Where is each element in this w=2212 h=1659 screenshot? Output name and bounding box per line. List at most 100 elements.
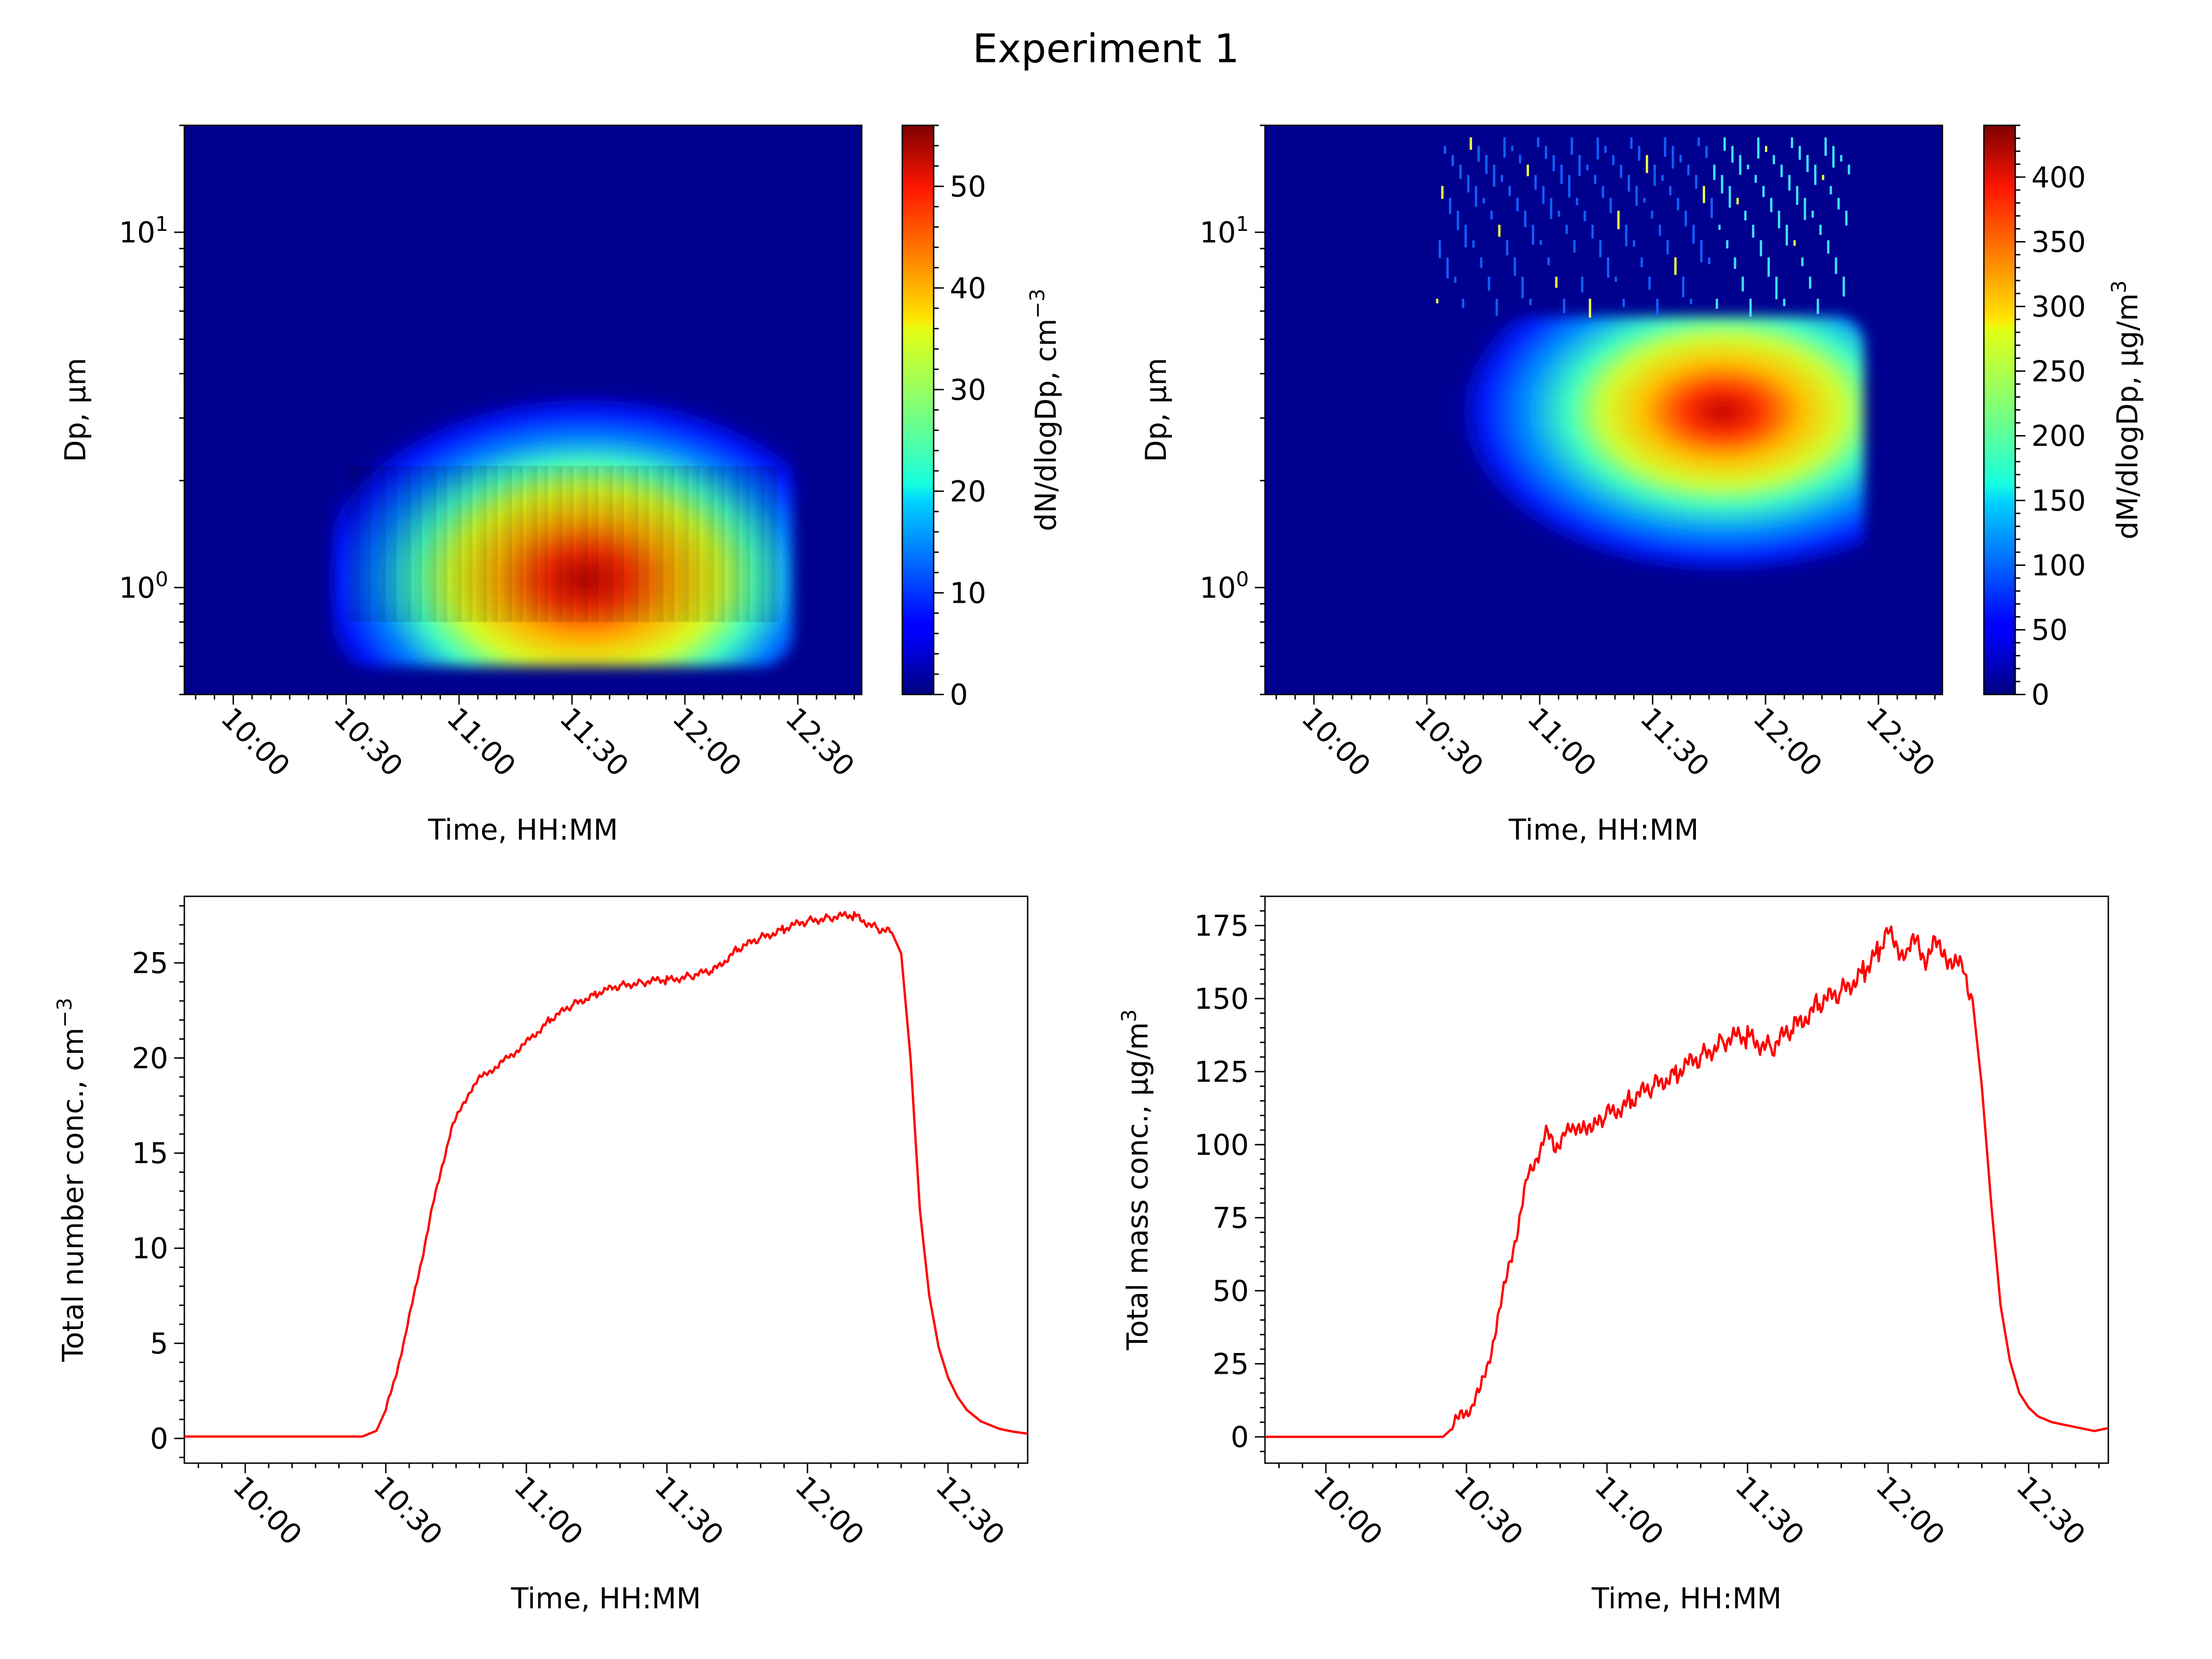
heatmap-noise: [469, 465, 473, 622]
heatmap-sparse-cell: [1568, 175, 1571, 198]
heatmap-noise: [599, 465, 602, 622]
x-axis-label: Time, HH:MM: [1591, 1582, 1782, 1615]
heatmap-noise: [714, 465, 718, 622]
heatmap-noise: [761, 465, 765, 622]
colorbar-tick-label: 250: [2031, 354, 2086, 388]
colorbar-label-exponent: 3: [2107, 280, 2131, 293]
x-tick-label: 10:00: [1295, 701, 1377, 783]
heatmap-noise: [635, 465, 639, 622]
x-tick-label: 10:00: [215, 701, 297, 783]
colorbar-tick-label: 150: [2031, 484, 2086, 518]
y-tick-label: 101: [119, 212, 168, 250]
heatmap-sparse-cell: [1708, 257, 1711, 265]
heatmap-sparse-cell: [1801, 257, 1804, 266]
heatmap-noise: [656, 465, 660, 622]
heatmap-sparse-cell: [1759, 240, 1762, 257]
heatmap-sparse-cell: [1770, 198, 1773, 212]
heatmap-sparse-cell: [1576, 198, 1578, 206]
heatmap-sparse-cell: [1641, 257, 1643, 267]
heatmap-noise: [357, 465, 361, 622]
heatmap-sparse-cell: [1537, 137, 1540, 147]
y-tick-label: 125: [1194, 1055, 1249, 1088]
colorbar-tick-label: 50: [950, 170, 986, 203]
heatmap-sparse-cell: [1671, 146, 1674, 169]
heatmap-sparse-cell: [1516, 198, 1519, 212]
heatmap-noise: [508, 465, 512, 622]
y-tick-label: 10: [132, 1232, 168, 1265]
heatmap-noise: [512, 465, 516, 622]
heatmap-sparse-cell: [1767, 257, 1770, 277]
heatmap-sparse-cell: [1793, 240, 1796, 246]
colorbar-tick-label: 0: [2031, 678, 2049, 712]
y-axis-label: Total mass conc., μg/m3: [1118, 1009, 1155, 1351]
heatmap-sparse-cell: [1630, 137, 1633, 149]
x-tick-label: 10:30: [1448, 1470, 1530, 1552]
heatmap-sparse-cell: [1545, 146, 1547, 159]
heatmap-noise: [768, 465, 772, 622]
y-tick-label-exponent: 0: [155, 567, 168, 591]
heatmap-noise: [501, 465, 505, 622]
heatmap-sparse-cell: [1539, 240, 1542, 245]
heatmap-sparse-cell: [1824, 137, 1827, 156]
heatmap-sparse-cell: [1679, 155, 1682, 163]
y-tick-label: 75: [1212, 1201, 1249, 1235]
heatmap-noise: [396, 465, 400, 622]
heatmap-sparse-cell: [1591, 224, 1594, 239]
x-tick-label: 12:00: [666, 701, 748, 783]
heatmap-cells: [1422, 137, 1865, 588]
x-tick-label: 11:00: [508, 1470, 590, 1552]
x-tick-label: 10:30: [328, 701, 410, 783]
heatmap-noise: [606, 465, 610, 622]
heatmap-noise: [404, 465, 408, 622]
heatmap-sparse-cell: [1723, 137, 1726, 151]
heatmap-noise: [645, 465, 649, 622]
heatmap-sparse-cell: [1842, 276, 1845, 297]
heatmap-noise: [411, 465, 415, 622]
y-tick-label-base: 10: [1200, 571, 1236, 605]
heatmap-sparse-cell: [1847, 165, 1850, 175]
heatmap-noise: [497, 465, 501, 622]
heatmap-cells: [332, 355, 793, 666]
y-tick-label: 150: [1194, 982, 1249, 1016]
heatmap-noise: [425, 465, 429, 622]
heatmap-noise: [483, 465, 487, 622]
heatmap-noise: [743, 465, 747, 622]
heatmap-noise: [516, 465, 519, 622]
x-axis-label: Time, HH:MM: [1508, 813, 1699, 847]
heatmap-noise: [494, 465, 498, 622]
heatmap-sparse-cell: [1513, 257, 1516, 276]
heatmap-noise: [418, 465, 422, 622]
heatmap-noise: [505, 465, 509, 622]
heatmap-sparse-cell: [1638, 146, 1641, 161]
heatmap-noise: [562, 465, 566, 622]
x-axis-label: Time, HH:MM: [428, 813, 618, 847]
heatmap-noise: [641, 465, 646, 622]
heatmap-noise: [487, 465, 491, 622]
heatmap-sparse-cell: [1462, 299, 1465, 308]
x-tick-label: 11:00: [1521, 701, 1603, 783]
heatmap-noise: [710, 465, 714, 622]
colorbar-label: dN/dlogDp, cm−3: [1026, 288, 1063, 531]
heatmap-noise: [414, 465, 418, 622]
heatmap-sparse-cell: [1550, 198, 1553, 219]
heatmap-sparse-cell: [1721, 175, 1724, 194]
heatmap-noise: [753, 465, 758, 622]
heatmap-noise: [682, 465, 685, 622]
heatmap-noise: [688, 465, 693, 622]
plot-frame: [1264, 124, 1943, 695]
x-tick-label: 10:00: [1307, 1470, 1389, 1552]
heatmap-sparse-cell: [1555, 276, 1558, 288]
y-axis-label-text: Dp, μm: [1139, 358, 1173, 462]
colorbar-label: dM/dlogDp, μg/m3: [2107, 280, 2145, 539]
heatmap-sparse-cell: [1713, 165, 1716, 180]
heatmap-sparse-cell: [1791, 137, 1794, 148]
colorbar-tick-label: 300: [2031, 290, 2086, 324]
colorbar-tick-label: 400: [2031, 160, 2086, 194]
heatmap-sparse-cell: [1446, 257, 1449, 279]
heatmap-noise: [721, 465, 725, 622]
heatmap-sparse-cell: [1609, 198, 1612, 213]
heatmap-sparse-cell: [1669, 186, 1671, 195]
plot-frame: [1264, 895, 2109, 1464]
heatmap-sparse-cell: [1472, 240, 1475, 248]
